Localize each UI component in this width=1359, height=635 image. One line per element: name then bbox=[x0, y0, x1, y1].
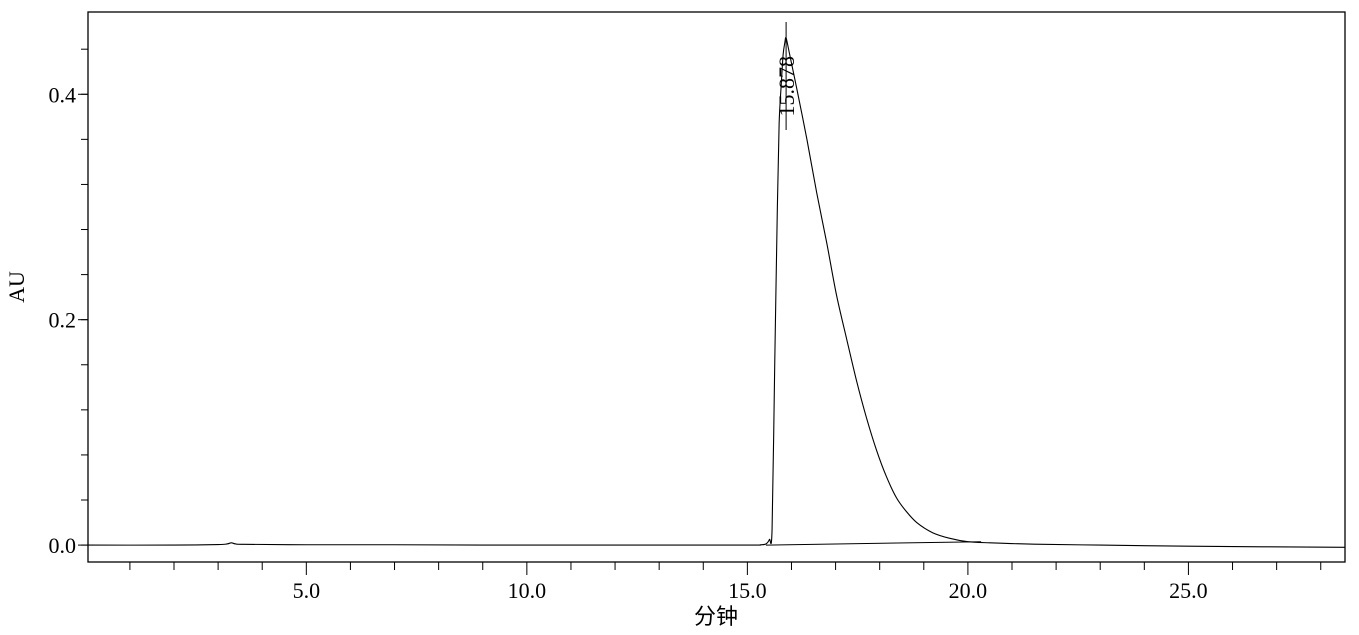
x-tick-label: 15.0 bbox=[728, 578, 767, 603]
integration-baseline bbox=[765, 541, 982, 546]
plot-area: 15.878 bbox=[87, 22, 1346, 548]
x-tick-label: 5.0 bbox=[293, 578, 321, 603]
y-axis-label: AU bbox=[4, 271, 29, 303]
x-axis: 5.0 10.0 15.0 20.0 25.0 bbox=[129, 562, 1322, 603]
y-axis: 0.0 0.2 0.4 bbox=[49, 48, 88, 558]
peak-label: 15.878 bbox=[774, 56, 799, 117]
plot-frame bbox=[87, 11, 1346, 563]
x-tick-label: 20.0 bbox=[949, 578, 988, 603]
chromatogram-trace bbox=[87, 37, 1346, 548]
y-tick-label: 0.0 bbox=[49, 533, 77, 558]
x-tick-label: 25.0 bbox=[1169, 578, 1208, 603]
y-tick-label: 0.4 bbox=[49, 82, 77, 107]
x-axis-label: 分钟 bbox=[694, 604, 738, 629]
y-tick-label: 0.2 bbox=[49, 308, 77, 333]
x-tick-label: 10.0 bbox=[508, 578, 547, 603]
